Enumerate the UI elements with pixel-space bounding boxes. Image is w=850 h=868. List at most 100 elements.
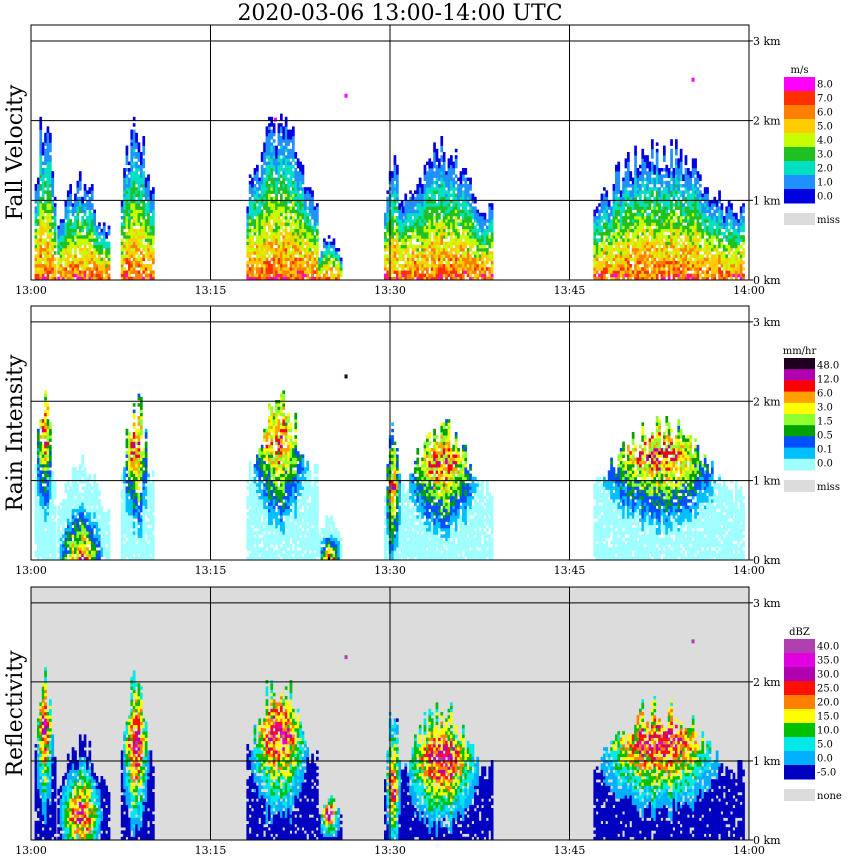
echo-cell: [445, 174, 448, 178]
echo-cell: [384, 225, 387, 230]
echo-cell: [37, 180, 40, 185]
echo-cell: [624, 270, 628, 274]
echo-cell: [447, 174, 451, 178]
echo-cell: [299, 241, 302, 246]
echo-cell: [667, 216, 671, 220]
echo-cell: [476, 219, 480, 223]
echo-cell: [296, 200, 300, 204]
echo-cell: [132, 142, 136, 146]
echo-cell: [615, 254, 618, 258]
echo-cell: [442, 270, 446, 274]
echo-cell: [414, 228, 417, 233]
echo-cell: [663, 203, 666, 207]
echo-cell: [464, 251, 468, 255]
echo-cell: [265, 174, 269, 178]
echo-cell: [49, 200, 52, 204]
echo-cell: [86, 273, 89, 278]
echo-cell: [37, 222, 40, 226]
echo-cell: [37, 241, 40, 246]
echo-cell: [442, 232, 446, 236]
echo-cell: [287, 241, 290, 246]
echo-cell: [39, 142, 43, 146]
echo-cell: [144, 222, 148, 226]
echo-cell: [130, 209, 134, 214]
echo-cell: [406, 235, 410, 239]
echo-cell: [152, 209, 155, 214]
echo-cell: [277, 273, 281, 278]
echo-cell: [275, 193, 278, 198]
echo-cell: [679, 225, 683, 230]
echo-cell: [684, 267, 688, 271]
echo-cell: [627, 177, 630, 182]
echo-cell: [438, 238, 441, 242]
echo-cell: [135, 145, 138, 150]
echo-cell: [411, 264, 415, 268]
echo-cell: [440, 273, 444, 278]
echo-cell: [135, 273, 138, 278]
echo-cell: [617, 219, 621, 223]
echo-cell: [402, 212, 405, 217]
echo-cell: [459, 264, 463, 268]
echo-cell: [39, 216, 43, 220]
echo-cell: [672, 260, 676, 265]
echo-cell: [270, 257, 274, 262]
echo-cell: [277, 235, 281, 239]
echo-cell: [93, 241, 96, 246]
echo-cell: [639, 238, 642, 242]
echo-cell: [442, 241, 446, 246]
echo-cell: [277, 222, 281, 226]
echo-cell: [152, 276, 155, 281]
echo-cell: [284, 116, 288, 121]
echo-cell: [636, 171, 640, 175]
echo-cell: [76, 187, 80, 191]
echo-cell: [258, 270, 262, 274]
echo-cell: [694, 184, 697, 188]
echo-cell: [282, 168, 286, 172]
echo-cell: [598, 219, 601, 223]
echo-cell: [258, 267, 262, 271]
echo-cell: [605, 264, 609, 268]
echo-cell: [41, 161, 45, 166]
echo-cell: [641, 174, 645, 178]
echo-cell: [272, 260, 276, 265]
echo-cell: [634, 187, 637, 191]
echo-cell: [268, 264, 271, 268]
echo-cell: [318, 267, 321, 271]
echo-cell: [149, 190, 153, 194]
echo-cell: [391, 241, 394, 246]
echo-cell: [268, 190, 271, 194]
echo-cell: [268, 244, 271, 249]
echo-cell: [386, 232, 390, 236]
echo-cell: [152, 203, 155, 207]
echo-cell: [476, 276, 480, 281]
echo-cell: [152, 273, 155, 278]
echo-cell: [435, 177, 439, 182]
echo-cell: [299, 161, 302, 166]
echo-cell: [619, 196, 623, 201]
echo-cell: [438, 248, 441, 252]
echo-cell: [466, 251, 470, 255]
echo-cell: [641, 152, 645, 156]
echo-cell: [78, 171, 82, 175]
echo-cell: [137, 257, 141, 262]
echo-cell: [603, 232, 606, 236]
echo-cell: [478, 228, 482, 233]
echo-cell: [74, 251, 77, 255]
echo-cell: [651, 193, 654, 198]
echo-cell: [689, 174, 693, 178]
echo-cell: [292, 158, 295, 162]
echo-cell: [648, 244, 652, 249]
echo-cell: [605, 260, 609, 265]
echo-cell: [246, 244, 250, 249]
echo-cell: [270, 116, 274, 121]
echo-cell: [438, 212, 441, 217]
echo-cell: [74, 219, 77, 223]
echo-cell: [593, 228, 597, 233]
echo-cell: [49, 257, 52, 262]
echo-cell: [627, 276, 630, 281]
echo-cell: [663, 244, 666, 249]
echo-cell: [629, 193, 633, 198]
echo-cell: [147, 257, 150, 262]
echo-cell: [600, 196, 604, 201]
echo-cell: [277, 132, 281, 137]
